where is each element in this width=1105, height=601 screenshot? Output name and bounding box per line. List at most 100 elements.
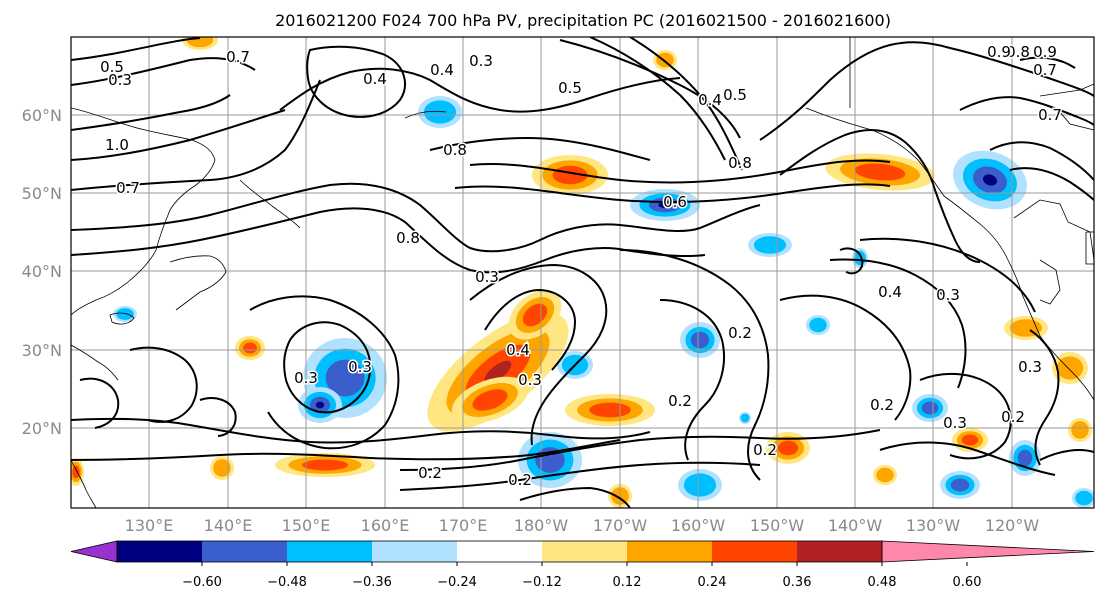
negative-precip-anomaly	[116, 308, 134, 320]
lon-label: 180°W	[514, 516, 569, 535]
colorbar-tick-label: −0.12	[522, 575, 562, 590]
contour-label: 0.4	[363, 70, 387, 88]
colorbar-tick-label: −0.36	[352, 575, 392, 590]
lon-label: 150°W	[750, 516, 805, 535]
positive-precip-anomaly	[854, 163, 906, 181]
colorbar-min-arrow	[70, 540, 118, 563]
precipitation-shading	[71, 37, 1094, 508]
lat-label: 20°N	[22, 419, 62, 438]
positive-precip-anomaly	[777, 440, 799, 456]
colorbar-segment	[117, 541, 202, 562]
positive-precip-anomaly	[243, 342, 257, 354]
colorbar-segment	[542, 541, 627, 562]
contour-label: 0.4	[878, 283, 902, 301]
contour-label: 0.3	[475, 268, 499, 286]
lon-label: 170°E	[439, 516, 488, 535]
colorbar-segment	[287, 541, 372, 562]
lon-label: 130°E	[125, 516, 174, 535]
contour-label: 0.5	[558, 79, 582, 97]
negative-precip-anomaly	[325, 359, 365, 397]
positive-precip-anomaly	[1009, 319, 1043, 337]
figure-title: 2016021200 F024 700 hPa PV, precipitatio…	[275, 11, 891, 30]
contour-label: 0.2	[870, 396, 894, 414]
latitude-labels: 60°N 50°N 40°N 30°N 20°N	[22, 106, 62, 438]
contour-label: 0.7	[116, 179, 140, 197]
positive-precip-anomaly	[1071, 421, 1089, 439]
contour-label: 0.3	[1018, 358, 1042, 376]
colorbar-tick-label: 0.24	[698, 575, 727, 590]
negative-precip-anomaly	[1075, 490, 1093, 506]
contour-label: 0.8	[1006, 43, 1030, 61]
map-frame	[70, 36, 1095, 509]
contour-label: 0.2	[418, 464, 442, 482]
pv-contours	[71, 37, 1094, 508]
lat-label: 40°N	[22, 262, 62, 281]
contour-label: 0.4	[506, 341, 530, 359]
negative-precip-anomaly	[950, 478, 970, 492]
contour-label: 0.5	[100, 58, 124, 76]
colorbar-segment	[372, 541, 457, 562]
contour-label: 0.6	[663, 193, 687, 211]
colorbar-segment	[457, 541, 542, 562]
contour-label: 0.7	[226, 48, 250, 66]
positive-precip-anomaly	[472, 389, 508, 411]
contour-label: 0.8	[396, 229, 420, 247]
contour-label: 0.4	[430, 61, 454, 79]
negative-precip-anomaly	[982, 174, 998, 186]
colorbar-tick-label: 0.36	[783, 575, 812, 590]
colorbar: −0.60 −0.48 −0.36 −0.24 −0.12 0.12 0.24 0.36 0.4…	[70, 540, 1095, 590]
colorbar-tick-label: 0.48	[868, 575, 897, 590]
contour-label: 0.3	[943, 414, 967, 432]
positive-precip-anomaly	[961, 434, 979, 446]
contour-label: 0.2	[668, 392, 692, 410]
positive-precip-anomaly	[876, 467, 894, 483]
contour-label: 1.0	[105, 136, 129, 154]
colorbar-segment	[202, 541, 287, 562]
positive-precip-anomaly	[589, 402, 631, 418]
contour-label: 0.3	[108, 71, 132, 89]
lon-label: 160°W	[671, 516, 726, 535]
lon-label: 140°W	[828, 516, 883, 535]
map-panel: 0.50.70.3 0.4 0.4 0.30.50.4 0.50.8 0.90.70.91…	[22, 36, 1095, 535]
contour-label: 0.3	[469, 52, 493, 70]
negative-precip-anomaly	[423, 100, 457, 124]
colorbar-max-arrow	[881, 540, 1095, 563]
lon-label: 120°W	[985, 516, 1040, 535]
contour-label: 0.2	[728, 324, 752, 342]
positive-precip-anomaly	[72, 465, 80, 479]
colorbar-tick-label: −0.24	[437, 575, 477, 590]
contour-label: 0.9	[1033, 43, 1057, 61]
lon-label: 130°W	[906, 516, 961, 535]
positive-precip-anomaly	[213, 459, 231, 477]
positive-precip-anomaly	[1056, 356, 1084, 380]
negative-precip-anomaly	[1017, 449, 1033, 467]
colorbar-tick-label: −0.48	[267, 575, 307, 590]
positive-precip-anomaly	[484, 360, 512, 384]
negative-precip-anomaly	[753, 236, 787, 254]
lat-label: 60°N	[22, 106, 62, 125]
colorbar-segment	[797, 541, 882, 562]
colorbar-tick-label: 0.12	[613, 575, 642, 590]
contour-label: 0.3	[518, 371, 542, 389]
contour-label: 0.7	[1033, 61, 1057, 79]
negative-precip-anomaly	[854, 250, 866, 266]
lat-label: 30°N	[22, 341, 62, 360]
contour-label: 0.3	[348, 358, 372, 376]
lat-label: 50°N	[22, 184, 62, 203]
lon-label: 150°E	[282, 516, 331, 535]
contour-label: 0.8	[728, 154, 752, 172]
contour-labels: 0.50.70.3 0.4 0.4 0.30.50.4 0.50.8 0.90.70.91…	[99, 42, 1064, 491]
negative-precip-anomaly	[315, 401, 325, 409]
negative-precip-anomaly	[658, 201, 672, 209]
negative-precip-anomaly	[921, 401, 939, 415]
colorbar-segment	[712, 541, 797, 562]
contour-label: 0.3	[294, 369, 318, 387]
contour-label: 0.7	[1038, 106, 1062, 124]
colorbar-tick-label: −0.60	[182, 575, 222, 590]
negative-precip-anomaly	[690, 331, 710, 349]
colorbar-segment	[627, 541, 712, 562]
contour-label: 0.2	[508, 471, 532, 489]
contour-label: 0.2	[753, 441, 777, 459]
negative-precip-anomaly	[740, 413, 750, 423]
